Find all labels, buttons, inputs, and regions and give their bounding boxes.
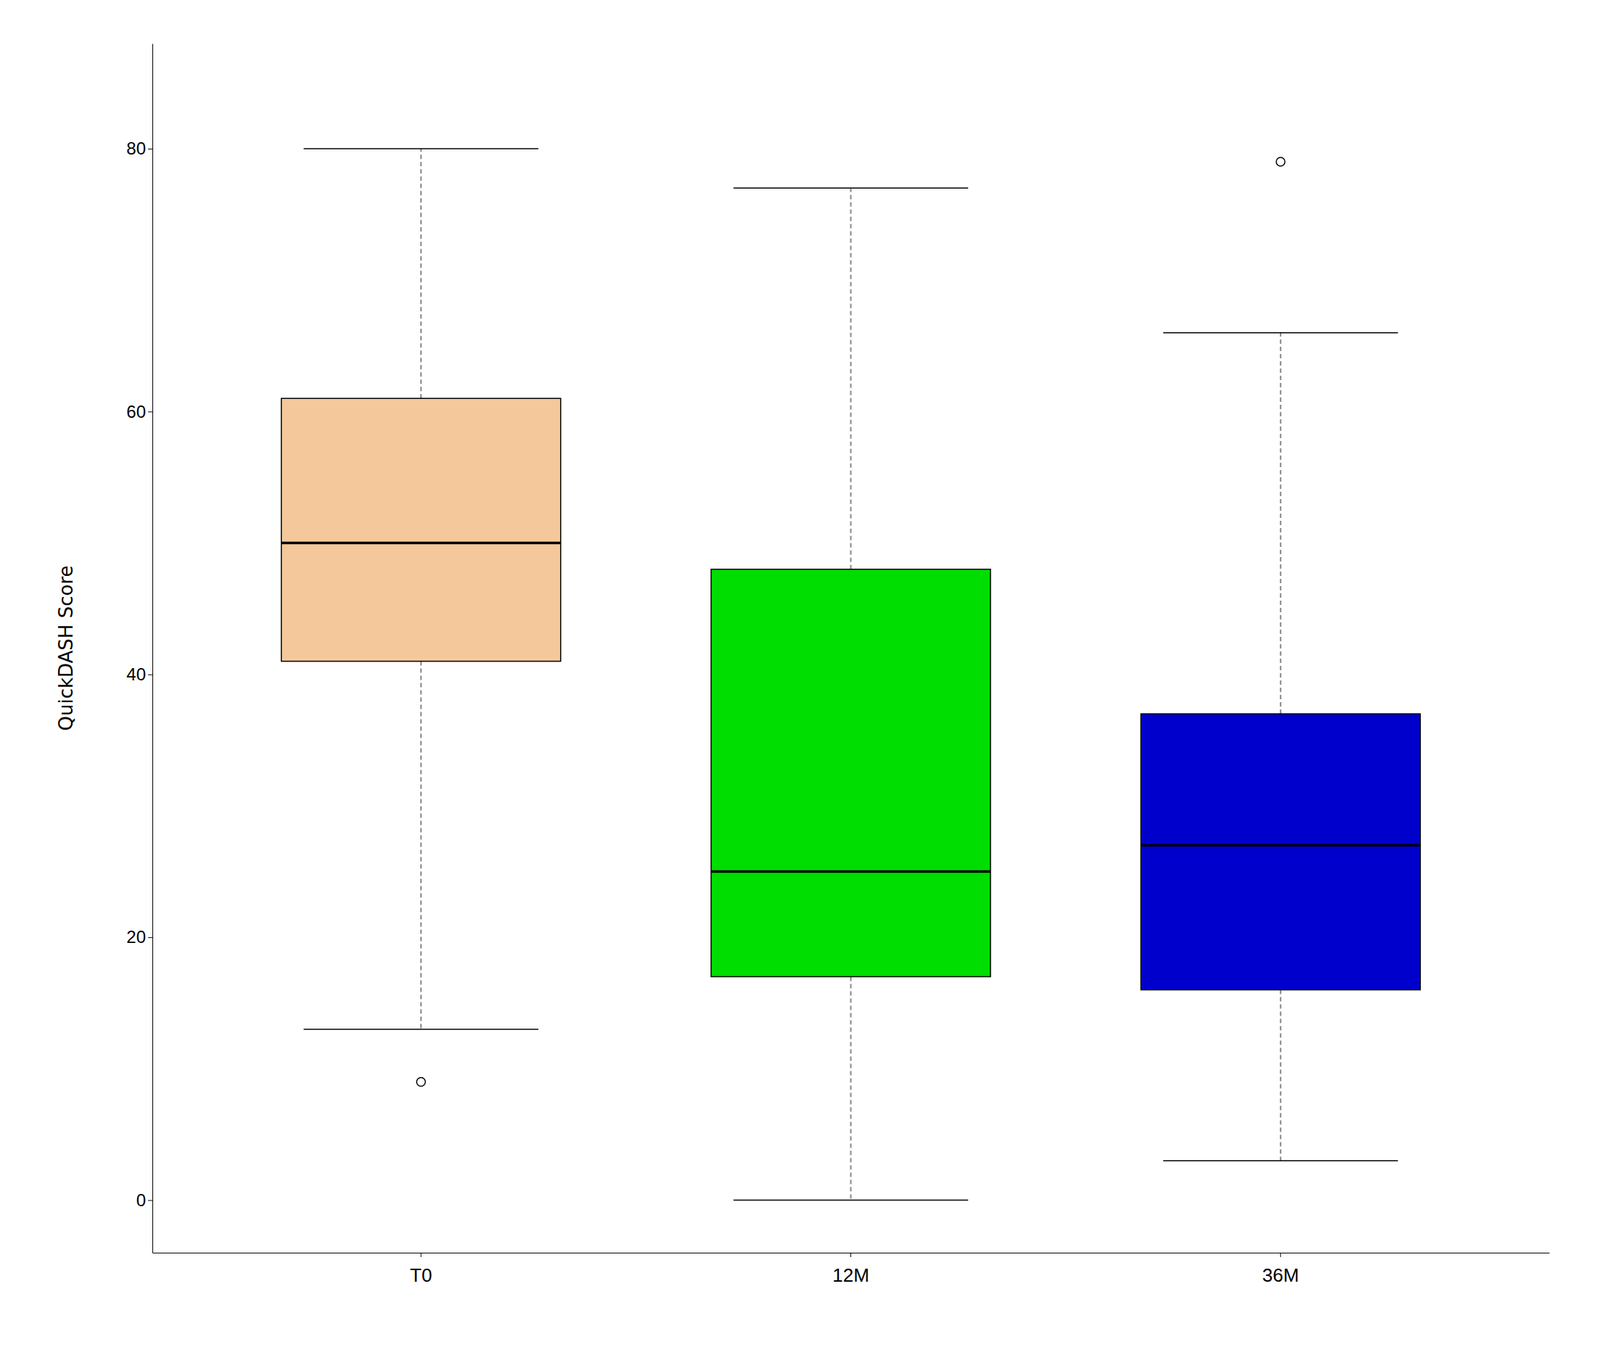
chart: 0 20 40 60 80 T0 12M 36M QuickDASH Score [0, 0, 1600, 1347]
y-tick-label: 40 [126, 664, 146, 685]
whisker-high [1280, 333, 1282, 715]
whisker-low [420, 661, 422, 1030]
cap-high [303, 148, 538, 150]
y-tick-label: 80 [126, 138, 146, 159]
box-group [1140, 157, 1421, 1161]
x-tick-label: 12M [832, 1264, 870, 1287]
x-tick-label: 36M [1262, 1264, 1300, 1287]
y-tick-mark [148, 411, 153, 413]
x-tick: 36M [1262, 1253, 1300, 1287]
x-tick-mark [420, 1253, 422, 1258]
box [281, 398, 561, 662]
boxes [281, 148, 1421, 1201]
y-axis-line [152, 44, 154, 1254]
x-tick-mark [1280, 1253, 1281, 1258]
plot: 0 20 40 60 80 T0 12M 36M [126, 44, 1550, 1288]
whisker-low [850, 976, 852, 1201]
y-tick-label: 20 [126, 927, 146, 947]
x-tick-mark [850, 1253, 852, 1258]
x-tick: T0 [409, 1253, 432, 1287]
cap-high [733, 187, 968, 190]
box-group [281, 148, 561, 1087]
cap-low [1163, 1160, 1398, 1162]
median [1140, 844, 1421, 848]
median [281, 542, 561, 545]
y-tick: 20 [126, 927, 153, 947]
box [711, 569, 991, 978]
x-axis: T0 12M 36M [153, 1253, 1550, 1287]
cap-low [303, 1028, 538, 1031]
cap-high [1163, 332, 1398, 334]
box-group [711, 187, 991, 1201]
y-tick-mark [148, 1200, 153, 1202]
y-axis: 0 20 40 60 80 [126, 44, 153, 1254]
whisker-high [420, 148, 422, 399]
y-tick: 0 [136, 1190, 153, 1211]
x-tick: 12M [832, 1253, 870, 1287]
x-tick-label: T0 [409, 1264, 432, 1287]
y-axis-title: QuickDASH Score [55, 565, 77, 731]
y-tick-label: 60 [126, 401, 146, 422]
y-tick-mark [148, 148, 153, 150]
y-tick-mark [148, 674, 153, 676]
cap-low [733, 1200, 968, 1202]
y-tick-mark [148, 937, 153, 939]
outlier [1276, 157, 1286, 167]
y-tick-label: 0 [136, 1190, 146, 1211]
median [711, 870, 991, 874]
box [1140, 714, 1421, 991]
outlier [416, 1077, 426, 1087]
whisker-high [850, 187, 852, 569]
y-tick: 60 [126, 401, 153, 422]
y-tick: 40 [126, 664, 153, 685]
y-tick: 80 [126, 138, 153, 159]
whisker-low [1280, 990, 1282, 1162]
